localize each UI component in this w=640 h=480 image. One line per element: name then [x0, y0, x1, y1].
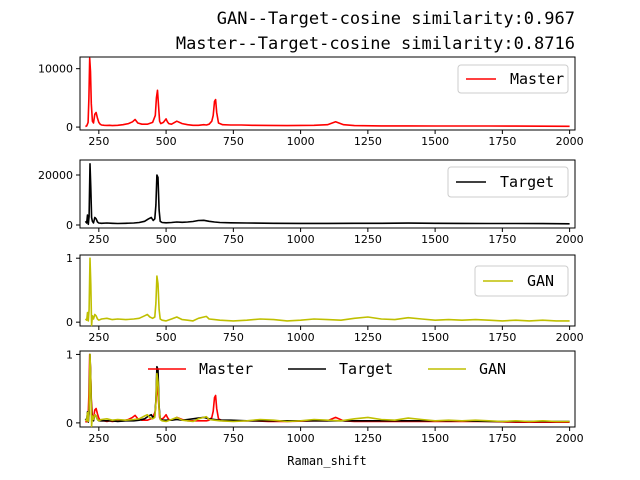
subplot-1: 250 500 750 1000 1250 1500 1750 2000 0 10000 Maste…: [38, 56, 584, 148]
x-tick-label: 1500: [421, 135, 449, 148]
series-line-gan: [84, 353, 570, 428]
legend: Master Target GAN: [148, 360, 506, 378]
legend-box: [457, 64, 569, 94]
x-tick-label: 1750: [488, 331, 516, 344]
x-tick-label: 1250: [354, 432, 382, 445]
x-tick-label: 500: [156, 331, 177, 344]
x-tick-label: 250: [88, 331, 109, 344]
axes-frame: [79, 350, 576, 428]
y-tick-label: 20000: [38, 169, 73, 182]
y-tick-label: 1: [66, 348, 73, 361]
x-tick-label: 750: [223, 331, 244, 344]
x-tick-label: 2000: [556, 233, 584, 246]
legend-label: Master: [199, 360, 253, 378]
legend-label: GAN: [479, 360, 506, 378]
axes-frame: [79, 254, 576, 327]
x-tick-label: 2000: [556, 432, 584, 445]
axes-frame: [79, 56, 576, 131]
x-tick-label: 750: [223, 432, 244, 445]
legend: Master: [457, 64, 569, 94]
x-tick-label: 250: [88, 432, 109, 445]
legend-box: [474, 265, 569, 297]
series-line-target: [84, 163, 570, 226]
y-tick-label: 0: [66, 121, 73, 134]
x-tick-label: 500: [156, 233, 177, 246]
figure-title-line-2: Master--Target-cosine similarity:0.8716: [176, 34, 575, 54]
x-tick-label: 1000: [287, 432, 315, 445]
x-tick-label: 1250: [354, 135, 382, 148]
y-tick-label: 0: [66, 219, 73, 232]
x-tick-label: 500: [156, 135, 177, 148]
x-tick-label: 1000: [287, 331, 315, 344]
subplots-group: 250 500 750 1000 1250 1500 1750 2000010000Maste…: [38, 56, 584, 445]
y-tick-label: 0: [66, 316, 73, 329]
x-tick-label: 750: [223, 233, 244, 246]
x-tick-label: 1750: [488, 135, 516, 148]
y-tick-label: 10000: [38, 63, 73, 76]
legend: Target: [447, 166, 569, 198]
x-tick-label: 1500: [421, 233, 449, 246]
legend-label: Target: [500, 173, 554, 191]
x-tick-label: 1000: [287, 135, 315, 148]
figure-title-line-1: GAN--Target-cosine similarity:0.967: [217, 9, 575, 29]
x-tick-label: 1500: [421, 331, 449, 344]
x-tick-label: 1500: [421, 432, 449, 445]
series-line-master: [85, 57, 570, 128]
subplot-3: 250 500 750 1000 1250 1500 1750 2000 0 1 GAN: [66, 252, 584, 344]
x-tick-label: 1750: [488, 233, 516, 246]
x-tick-label: 2000: [556, 135, 584, 148]
legend-label: Master: [510, 70, 564, 88]
x-tick-label: 1000: [287, 233, 315, 246]
legend-label: GAN: [527, 272, 554, 290]
x-tick-label: 1250: [354, 233, 382, 246]
x-tick-label: 1750: [488, 432, 516, 445]
x-tick-label: 1250: [354, 331, 382, 344]
legend-label: Target: [339, 360, 393, 378]
x-tick-label: 500: [156, 432, 177, 445]
x-tick-label: 2000: [556, 331, 584, 344]
y-tick-label: 1: [66, 252, 73, 265]
legend-box: [447, 166, 569, 198]
series-line-gan: [84, 257, 570, 327]
x-tick-label: 250: [88, 135, 109, 148]
x-tick-label: 750: [223, 135, 244, 148]
axes-frame: [79, 159, 576, 229]
x-axis-label: Raman_shift: [287, 454, 366, 468]
subplot-4: 250 500 750 1000 1250 1500 1750 2000 0 1 Master Tar…: [66, 348, 584, 445]
legend: GAN: [474, 265, 569, 297]
x-tick-label: 250: [88, 233, 109, 246]
y-tick-label: 0: [66, 417, 73, 430]
